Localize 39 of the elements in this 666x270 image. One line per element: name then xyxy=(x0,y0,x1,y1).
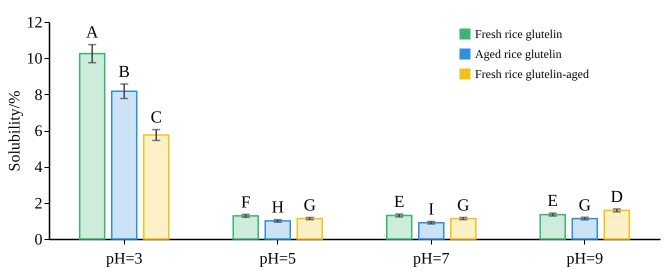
annotation: C xyxy=(150,108,162,127)
annotation: B xyxy=(118,62,130,82)
bar xyxy=(386,214,412,240)
x-tick-label: pH=7 xyxy=(412,250,450,268)
y-tick-label: 12 xyxy=(26,14,42,32)
y-tick-label: 8 xyxy=(34,86,42,104)
annotation: E xyxy=(548,191,558,210)
annotation: G xyxy=(578,195,591,214)
annotation: G xyxy=(304,195,316,214)
legend-label: Aged rice glutelin xyxy=(475,47,562,61)
y-tick-label: 6 xyxy=(34,123,42,140)
x-tick-label: pH=3 xyxy=(106,250,143,268)
y-tick-label: 10 xyxy=(26,50,42,68)
y-tick-label: 4 xyxy=(34,159,42,176)
annotation: I xyxy=(428,199,434,218)
legend-label: Fresh rice glutelin xyxy=(475,27,562,41)
annotation: G xyxy=(457,195,470,214)
bar xyxy=(264,220,291,240)
y-tick-label: 2 xyxy=(34,195,42,212)
annotation: F xyxy=(240,192,250,212)
annotation: A xyxy=(86,22,100,42)
y-axis-title: Solubility/% xyxy=(6,90,24,172)
bar xyxy=(572,218,598,240)
bar xyxy=(296,218,324,240)
bar xyxy=(110,90,138,240)
x-tick-label: pH=5 xyxy=(259,250,296,268)
bar xyxy=(540,214,566,240)
annotation: E xyxy=(394,192,404,212)
y-tick-label: 0 xyxy=(34,232,42,248)
bar xyxy=(232,215,259,240)
legend-label: Fresh rice glutelin-aged xyxy=(475,67,589,81)
bar xyxy=(143,134,170,240)
bar xyxy=(450,218,477,240)
bar xyxy=(418,222,444,240)
bar xyxy=(604,210,630,240)
bar xyxy=(78,52,106,240)
annotation: H xyxy=(272,198,284,217)
annotation: D xyxy=(610,186,623,206)
x-tick-label: pH=9 xyxy=(566,250,604,268)
